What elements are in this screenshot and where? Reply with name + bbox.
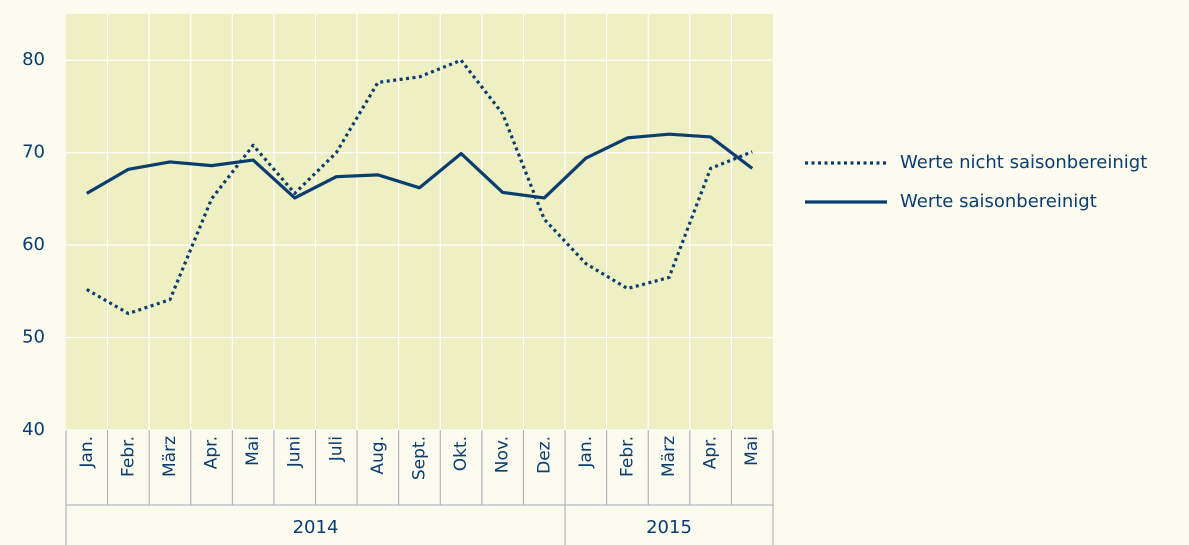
series-line — [85, 58, 753, 316]
x-tick-label: Dez. — [534, 436, 554, 474]
x-tick-label: Apr. — [202, 436, 222, 469]
x-tick-label: Jan. — [77, 436, 97, 469]
series-line — [85, 132, 754, 200]
year-label: 2014 — [293, 517, 339, 538]
x-tick-label: Febr. — [617, 436, 637, 477]
x-tick-label: Aug. — [368, 436, 388, 475]
year-label: 2015 — [646, 517, 692, 538]
y-tick-label: 70 — [22, 142, 45, 163]
x-tick-label: März — [659, 436, 679, 477]
x-tick-label: Apr. — [701, 436, 721, 469]
x-tick-label: März — [160, 436, 180, 477]
x-tick-label: Febr. — [118, 436, 138, 477]
x-tick-label: Sept. — [410, 436, 430, 480]
y-tick-label: 40 — [22, 419, 45, 440]
legend-label: Werte saisonbereinigt — [900, 191, 1097, 212]
y-tick-label: 60 — [22, 234, 45, 255]
plot-area — [66, 14, 773, 430]
legend-label: Werte nicht saisonbereinigt — [900, 152, 1147, 173]
x-tick-label: Juli — [326, 436, 346, 462]
x-tick-label: Okt. — [451, 436, 471, 471]
x-tick-label: Juni — [285, 436, 305, 468]
y-tick-label: 80 — [22, 49, 45, 70]
x-tick-label: Mai — [243, 436, 263, 466]
x-tick-label: Mai — [742, 436, 762, 466]
x-tick-label: Jan. — [576, 436, 596, 469]
x-tick-label: Nov. — [493, 436, 513, 473]
y-tick-label: 50 — [22, 327, 45, 348]
